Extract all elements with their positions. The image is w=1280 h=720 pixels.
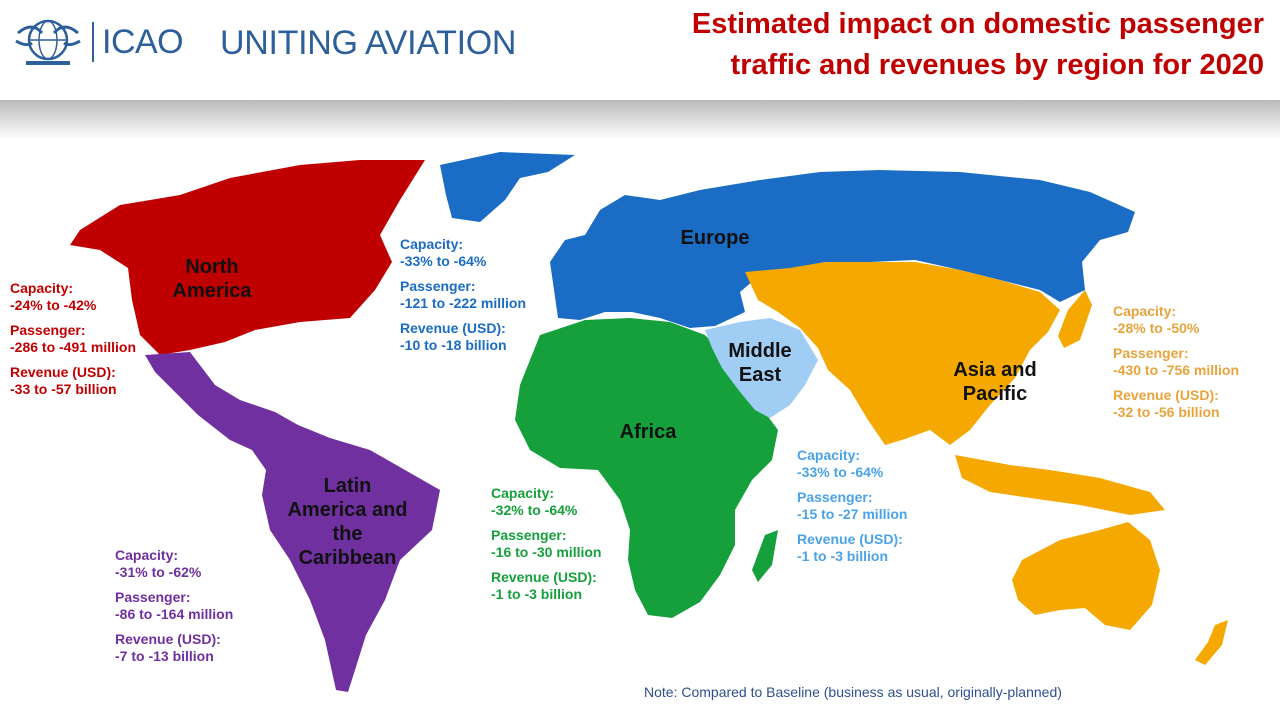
southeast-asia-islands-shape: [955, 455, 1165, 515]
region-label-line: Africa: [619, 421, 677, 443]
latin-america-shape: [145, 352, 440, 692]
capacity-label: Capacity:: [491, 485, 555, 501]
revenue-label: Revenue (USD):: [491, 569, 597, 585]
region-label-line: East: [738, 364, 782, 386]
region-label-line: Asia and: [953, 359, 1037, 381]
passenger-value: -15 to -27 million: [797, 506, 908, 522]
asia-pacific-shape: [745, 262, 1060, 445]
region-label-line: America and: [287, 499, 408, 521]
region-label-europe: Europe: [660, 226, 770, 250]
icao-logo: ICAO: [12, 12, 184, 72]
stats-asia-pacific: Capacity: -28% to -50% Passenger: -430 t…: [1113, 303, 1239, 421]
revenue-value: -33 to -57 billion: [10, 381, 117, 397]
greenland-shape: [440, 152, 575, 222]
madagascar-shape: [752, 530, 778, 582]
revenue-label: Revenue (USD):: [1113, 387, 1219, 403]
europe-shape: [550, 170, 1135, 328]
passenger-label: Passenger:: [1113, 345, 1189, 361]
footnote: Note: Compared to Baseline (business as …: [644, 684, 1062, 700]
header-shadow: [0, 100, 1280, 140]
region-label-africa: Africa: [598, 420, 698, 444]
capacity-label: Capacity:: [797, 447, 861, 463]
stats-north-america: Capacity: -24% to -42% Passenger: -286 t…: [10, 280, 136, 398]
logo-separator: [92, 22, 94, 62]
region-label-line: Caribbean: [298, 547, 397, 569]
passenger-label: Passenger:: [491, 527, 567, 543]
region-label-line: America: [172, 280, 252, 302]
capacity-label: Capacity:: [115, 547, 179, 563]
passenger-label: Passenger:: [115, 589, 191, 605]
new-zealand-shape: [1195, 620, 1228, 665]
region-label-line: Europe: [680, 227, 750, 249]
page-title: Estimated impact on domestic passenger t…: [624, 4, 1264, 86]
revenue-label: Revenue (USD):: [10, 364, 116, 380]
japan-shape: [1058, 290, 1092, 348]
passenger-value: -121 to -222 million: [400, 295, 527, 311]
middle-east-shape: [705, 318, 818, 418]
logo-text: ICAO: [102, 22, 184, 61]
africa-shape: [515, 318, 778, 618]
title-line-1: Estimated impact on domestic passenger: [691, 8, 1264, 40]
header-bar: ICAO UNITING AVIATION Estimated impact o…: [0, 0, 1280, 100]
region-label-line: the: [332, 523, 363, 545]
capacity-value: -32% to -64%: [491, 502, 578, 518]
region-label-line: North: [185, 256, 239, 278]
capacity-label: Capacity:: [400, 236, 464, 252]
revenue-value: -1 to -3 billion: [797, 548, 888, 564]
revenue-label: Revenue (USD):: [115, 631, 221, 647]
passenger-value: -286 to -491 million: [10, 339, 137, 355]
region-label-line: Middle: [728, 340, 792, 362]
stats-europe: Capacity: -33% to -64% Passenger: -121 t…: [400, 236, 526, 354]
capacity-value: -24% to -42%: [10, 297, 97, 313]
revenue-label: Revenue (USD):: [797, 531, 903, 547]
world-map: [70, 152, 1228, 692]
passenger-value: -86 to -164 million: [115, 606, 234, 622]
passenger-label: Passenger:: [400, 278, 476, 294]
region-label-latin-america: Latin America and the Caribbean: [260, 474, 435, 570]
capacity-label: Capacity:: [1113, 303, 1177, 319]
region-label-asia-pacific: Asia and Pacific: [925, 358, 1065, 406]
passenger-label: Passenger:: [797, 489, 873, 505]
capacity-label: Capacity:: [10, 280, 74, 296]
capacity-value: -33% to -64%: [400, 253, 487, 269]
revenue-value: -7 to -13 billion: [115, 648, 214, 664]
north-america-shape: [70, 160, 425, 355]
revenue-value: -32 to -56 billion: [1113, 404, 1220, 420]
capacity-value: -28% to -50%: [1113, 320, 1200, 336]
region-label-line: Latin: [323, 475, 372, 497]
revenue-value: -10 to -18 billion: [400, 337, 507, 353]
region-label-north-america: North America: [152, 255, 272, 303]
revenue-label: Revenue (USD):: [400, 320, 506, 336]
region-label-line: Pacific: [962, 383, 1028, 405]
revenue-value: -1 to -3 billion: [491, 586, 582, 602]
stats-middle-east: Capacity: -33% to -64% Passenger: -15 to…: [797, 447, 907, 565]
capacity-value: -31% to -62%: [115, 564, 202, 580]
tagline: UNITING AVIATION: [220, 24, 517, 62]
icao-emblem-icon: [15, 19, 81, 65]
region-label-middle-east: Middle East: [705, 339, 815, 387]
title-line-2: traffic and revenues by region for 2020: [730, 49, 1264, 81]
stats-latin-america: Capacity: -31% to -62% Passenger: -86 to…: [115, 547, 233, 665]
australia-shape: [1012, 522, 1160, 630]
passenger-label: Passenger:: [10, 322, 86, 338]
passenger-value: -16 to -30 million: [491, 544, 602, 560]
passenger-value: -430 to -756 million: [1113, 362, 1240, 378]
stats-africa: Capacity: -32% to -64% Passenger: -16 to…: [491, 485, 601, 603]
capacity-value: -33% to -64%: [797, 464, 884, 480]
